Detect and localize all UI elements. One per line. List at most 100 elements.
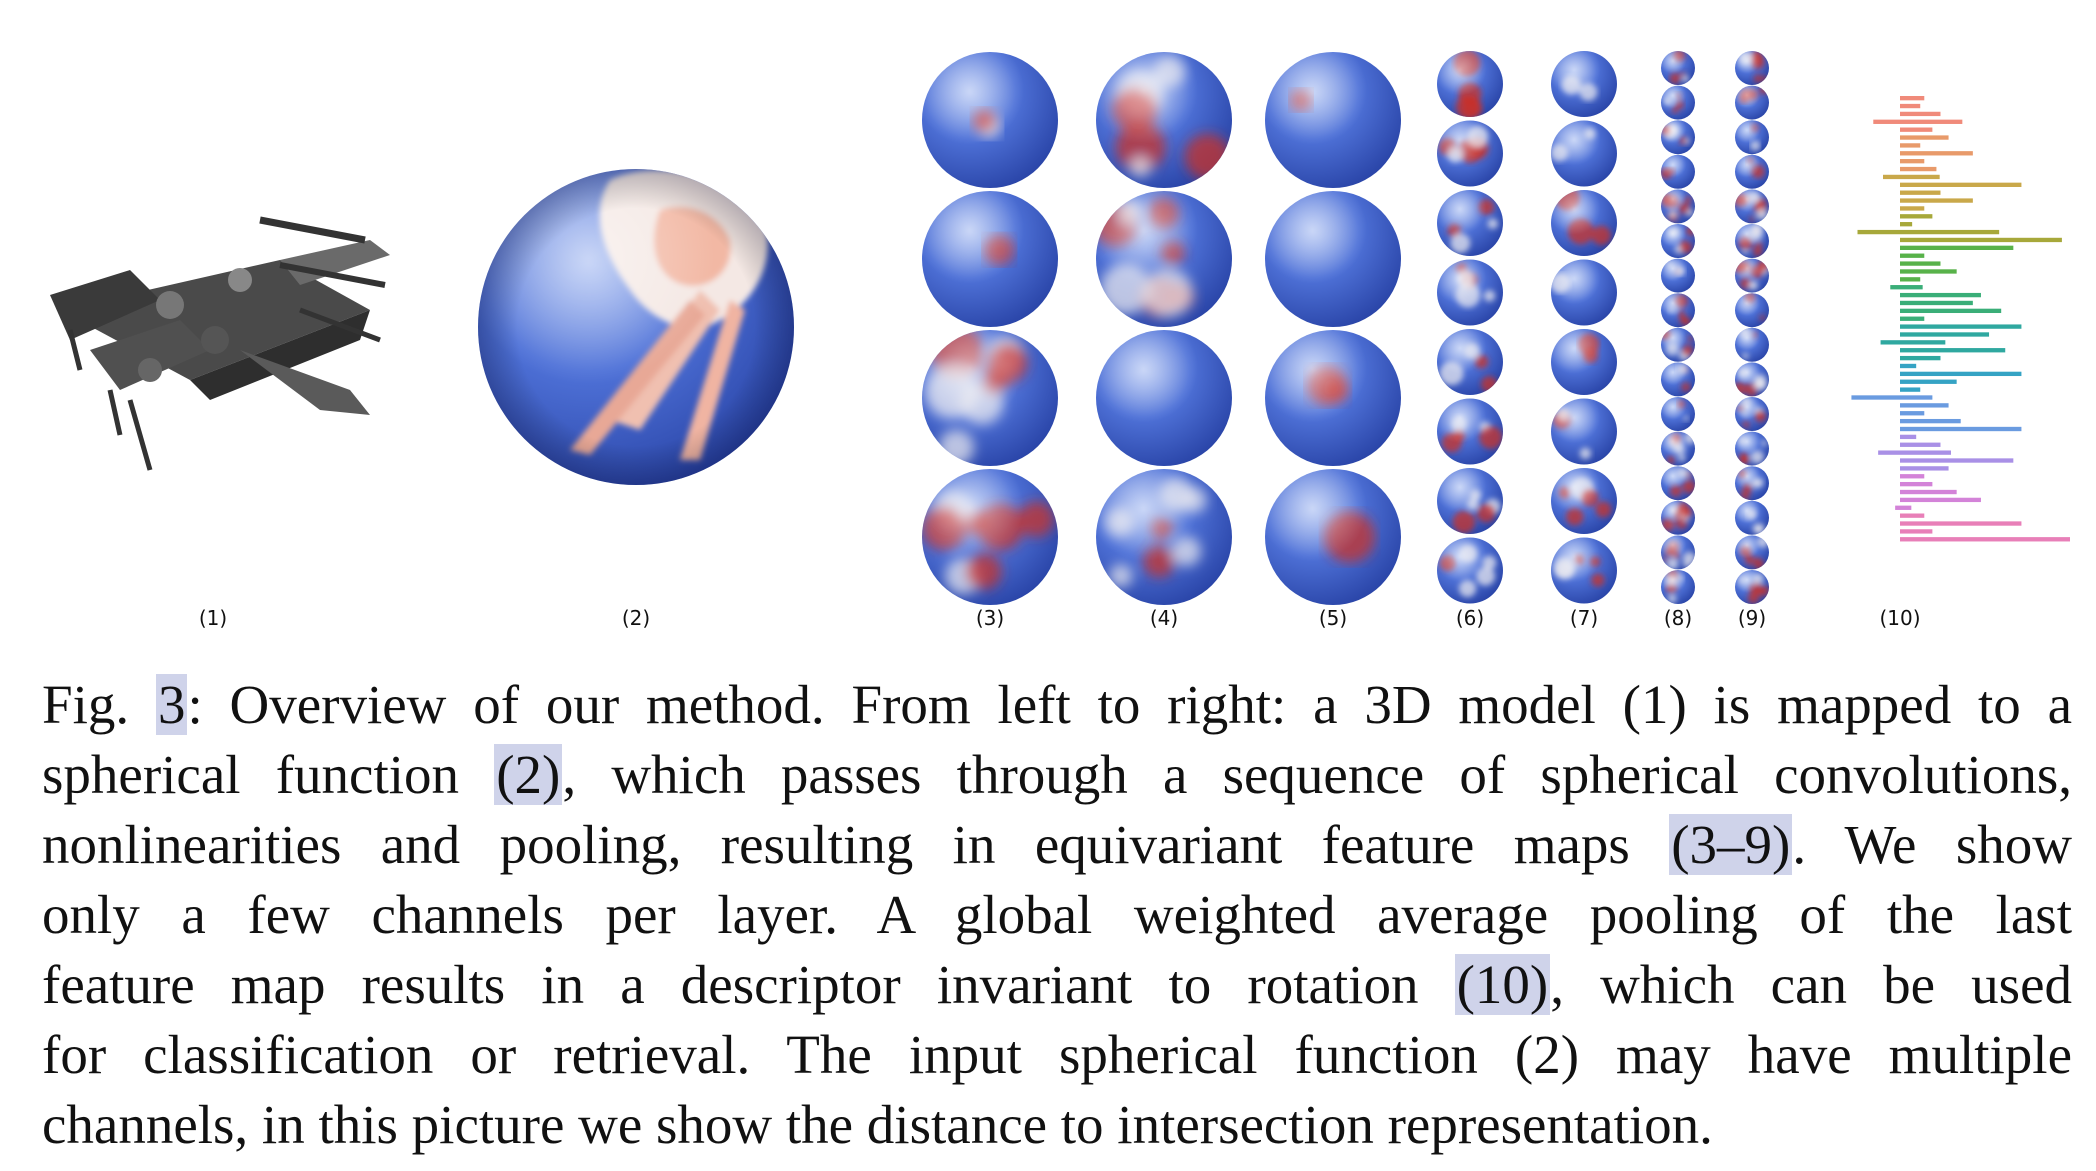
descriptor-bar bbox=[1900, 277, 1921, 282]
feature-map-sphere bbox=[1735, 431, 1769, 466]
feature-map-sphere bbox=[1735, 500, 1769, 535]
feature-map-sphere bbox=[1661, 120, 1695, 155]
caption-line: only a few channels per layer. A global … bbox=[42, 884, 2072, 945]
descriptor-bar bbox=[1900, 434, 1917, 440]
feature-map-sphere bbox=[1437, 51, 1503, 117]
descriptor-bar bbox=[1900, 481, 1933, 487]
descriptor-bar bbox=[1900, 206, 1925, 211]
input-spherical-function bbox=[478, 169, 794, 485]
figure-graphic bbox=[50, 51, 2070, 605]
panel-label-5: (5) bbox=[1318, 606, 1348, 630]
feature-map-sphere bbox=[1551, 398, 1617, 465]
feature-map-sphere bbox=[1735, 570, 1769, 604]
feature-map-sphere bbox=[1551, 259, 1617, 326]
figure: (1) (2) (3) (4) (5) (6) (7) (8) (9) (10) bbox=[50, 51, 2070, 630]
descriptor-bar bbox=[1900, 237, 2062, 243]
feature-map-sphere bbox=[1096, 469, 1232, 605]
panel-label-7: (7) bbox=[1569, 606, 1599, 630]
caption-reference-link[interactable]: (10) bbox=[1454, 954, 1551, 1015]
feature-map-sphere bbox=[1735, 224, 1769, 258]
descriptor-bar bbox=[1900, 403, 1949, 408]
feature-map-sphere bbox=[1661, 500, 1695, 535]
feature-maps bbox=[922, 51, 1769, 605]
panel-label-1: (1) bbox=[198, 606, 228, 630]
descriptor-bar bbox=[1900, 245, 2014, 250]
feature-map-sphere bbox=[1437, 120, 1503, 187]
descriptor-bar bbox=[1900, 214, 1933, 219]
feature-map-sphere bbox=[1735, 154, 1769, 189]
feature-map-sphere bbox=[1661, 397, 1695, 431]
feature-map-sphere bbox=[1661, 51, 1695, 85]
descriptor-bar bbox=[1900, 159, 1925, 164]
caption-line: spherical function (2), which passes thr… bbox=[42, 744, 2072, 805]
caption-reference-link[interactable]: 3 bbox=[155, 674, 188, 735]
descriptor-bar bbox=[1900, 292, 1981, 298]
descriptor-bar bbox=[1900, 332, 1990, 337]
feature-map-sphere bbox=[1437, 190, 1503, 256]
feature-map-sphere bbox=[1735, 258, 1769, 293]
feature-map-sphere bbox=[1661, 535, 1695, 570]
feature-map-sphere bbox=[1551, 120, 1617, 187]
panel-label-8: (8) bbox=[1663, 606, 1693, 630]
descriptor-bar bbox=[1900, 127, 1933, 132]
descriptor-bar bbox=[1900, 135, 1949, 140]
feature-map-sphere bbox=[1437, 329, 1503, 395]
panel-label-10: (10) bbox=[1879, 606, 1921, 630]
feature-map-sphere bbox=[1735, 362, 1769, 397]
descriptor-bar bbox=[1900, 529, 1933, 534]
feature-map-sphere bbox=[1551, 51, 1617, 117]
caption-line: nonlinearities and pooling, resulting in… bbox=[42, 814, 2072, 875]
feature-map-sphere bbox=[1661, 258, 1695, 293]
descriptor-bar bbox=[1900, 363, 1917, 369]
feature-map-sphere bbox=[1661, 154, 1695, 189]
descriptor-bar bbox=[1900, 96, 1925, 101]
descriptor-bar bbox=[1900, 379, 1957, 384]
descriptor-bar bbox=[1900, 166, 1937, 172]
descriptor-bar bbox=[1851, 395, 1933, 400]
feature-map-sphere bbox=[1265, 191, 1401, 327]
feature-map-sphere bbox=[1551, 190, 1617, 256]
feature-map-sphere bbox=[1096, 330, 1232, 466]
panel-label-4: (4) bbox=[1149, 606, 1179, 630]
descriptor-bar bbox=[1900, 474, 1925, 479]
descriptor-bar bbox=[1873, 119, 1963, 124]
feature-map-sphere bbox=[1661, 189, 1695, 224]
feature-map-sphere bbox=[1265, 469, 1401, 605]
feature-map-sphere bbox=[922, 469, 1058, 605]
feature-map-sphere bbox=[1735, 120, 1769, 155]
descriptor-bar bbox=[1895, 505, 1912, 510]
feature-map-sphere bbox=[922, 52, 1058, 188]
feature-map-sphere bbox=[1735, 189, 1769, 224]
descriptor-bars bbox=[1851, 96, 2070, 542]
xwing-model-icon bbox=[50, 216, 390, 471]
descriptor-bar bbox=[1880, 340, 1946, 345]
descriptor-bar bbox=[1900, 355, 1941, 361]
feature-map-sphere bbox=[1735, 466, 1769, 501]
descriptor-bar bbox=[1900, 521, 2022, 526]
descriptor-bar bbox=[1900, 497, 1981, 503]
feature-map-sphere bbox=[1735, 85, 1769, 120]
caption-reference-link[interactable]: (2) bbox=[494, 744, 563, 805]
feature-map-sphere bbox=[1437, 468, 1503, 534]
panel-label-6: (6) bbox=[1455, 606, 1485, 630]
descriptor-bar bbox=[1900, 198, 1973, 203]
descriptor-bar bbox=[1900, 411, 1925, 416]
descriptor-bar bbox=[1900, 489, 1957, 495]
feature-map-sphere bbox=[1661, 466, 1695, 501]
descriptor-bar bbox=[1900, 222, 1913, 227]
descriptor-bar bbox=[1900, 261, 1941, 266]
descriptor-bar bbox=[1900, 111, 1941, 117]
panel-label-3: (3) bbox=[975, 606, 1005, 630]
feature-map-sphere bbox=[1661, 293, 1695, 328]
descriptor-bar bbox=[1900, 537, 2070, 542]
feature-map-sphere bbox=[1735, 397, 1769, 431]
feature-map-sphere bbox=[1661, 327, 1695, 362]
descriptor-bar bbox=[1900, 466, 1949, 471]
caption-reference-link[interactable]: (3–9) bbox=[1669, 814, 1793, 875]
feature-map-sphere bbox=[1735, 535, 1769, 570]
feature-map-sphere bbox=[1437, 537, 1503, 604]
descriptor-bar bbox=[1900, 182, 2022, 187]
feature-map-sphere bbox=[1437, 398, 1503, 465]
descriptor-bar bbox=[1900, 190, 1941, 195]
descriptor-bar bbox=[1900, 426, 2022, 432]
